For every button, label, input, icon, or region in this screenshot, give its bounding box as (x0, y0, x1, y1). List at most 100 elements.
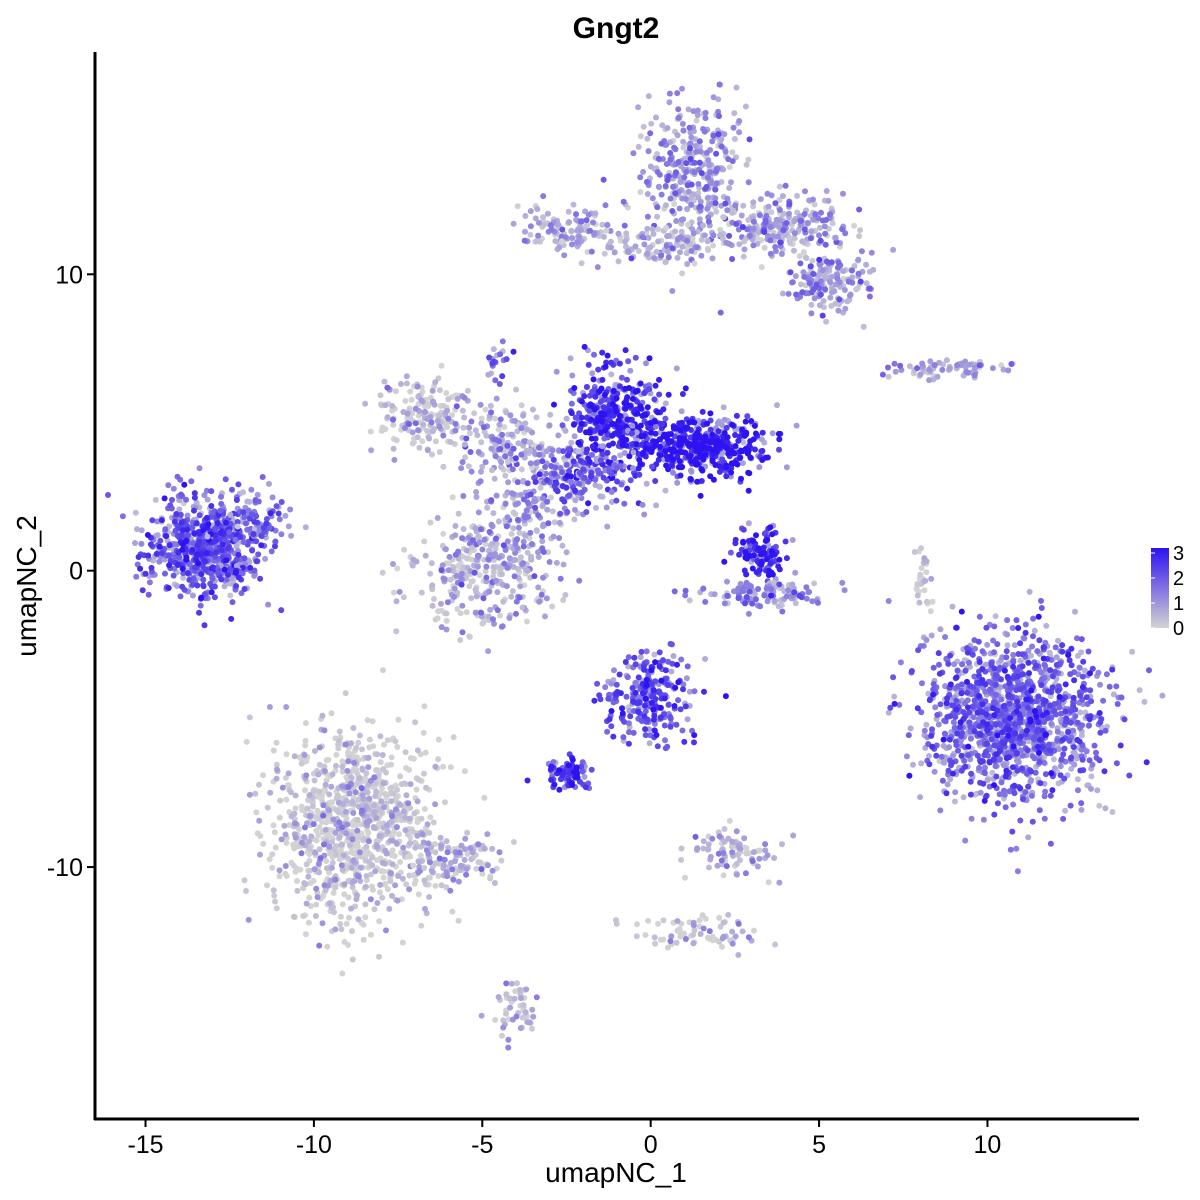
data-point (718, 143, 725, 150)
data-point (586, 392, 593, 399)
data-point (707, 410, 714, 417)
data-point (487, 606, 494, 613)
data-point (655, 183, 662, 190)
data-point (472, 586, 479, 593)
data-point (669, 288, 676, 294)
data-point (761, 592, 768, 599)
data-point (322, 826, 329, 833)
data-point (486, 588, 493, 595)
data-point (792, 600, 799, 607)
data-point (811, 201, 818, 208)
data-point (547, 411, 554, 418)
data-point (741, 238, 748, 245)
data-point (535, 554, 542, 560)
data-point (154, 532, 161, 539)
data-point (189, 524, 196, 531)
data-point (468, 595, 475, 602)
data-point (316, 824, 323, 831)
data-point (211, 594, 218, 601)
data-point (643, 360, 649, 367)
data-point (402, 397, 409, 404)
data-point (514, 516, 521, 523)
data-point (765, 232, 771, 239)
data-point (197, 602, 204, 609)
data-point (512, 418, 518, 424)
data-point (483, 432, 490, 439)
data-point (655, 155, 662, 162)
data-point (840, 190, 846, 197)
data-point (782, 232, 789, 238)
data-point (359, 807, 365, 814)
data-point (870, 266, 877, 273)
data-point (377, 881, 384, 888)
data-point (655, 456, 662, 463)
data-point (405, 853, 412, 860)
data-point (410, 872, 417, 879)
data-point (253, 809, 260, 816)
data-point (390, 790, 397, 797)
data-point (791, 589, 798, 596)
data-point (518, 466, 525, 473)
data-point (265, 601, 272, 608)
data-point (302, 524, 309, 531)
data-point (556, 535, 563, 541)
data-point (674, 90, 681, 97)
data-point (707, 169, 714, 176)
data-point (363, 819, 370, 826)
data-point (696, 138, 703, 145)
data-point (571, 385, 578, 391)
data-point (655, 226, 662, 233)
data-point (395, 716, 402, 723)
data-point (270, 822, 277, 829)
data-point (373, 788, 380, 795)
data-point (357, 864, 364, 871)
data-point (552, 238, 559, 245)
data-point (634, 398, 641, 405)
data-point (538, 591, 545, 598)
data-point (654, 213, 661, 220)
data-point (411, 880, 418, 887)
data-point (497, 612, 503, 619)
data-point (556, 519, 563, 526)
data-point (364, 717, 371, 724)
data-point (592, 210, 599, 217)
data-point (374, 751, 381, 758)
data-point (158, 550, 165, 556)
data-point (794, 192, 800, 199)
data-point (480, 595, 487, 602)
data-point (463, 609, 470, 616)
data-point (590, 376, 597, 383)
data-point (317, 855, 324, 862)
data-point (820, 298, 827, 304)
data-point (433, 860, 440, 867)
data-point (447, 576, 454, 583)
data-point (528, 541, 535, 547)
data-point (170, 485, 177, 492)
data-point (753, 532, 759, 539)
data-point (249, 547, 256, 554)
data-point (302, 931, 309, 938)
data-point (682, 587, 689, 594)
data-point (680, 127, 687, 134)
data-point (473, 865, 480, 872)
data-point (529, 429, 536, 436)
data-point (379, 894, 386, 901)
data-point (607, 238, 614, 245)
data-point (350, 850, 356, 857)
data-point (664, 125, 671, 131)
data-point (488, 409, 495, 416)
data-point (745, 487, 752, 494)
data-point (750, 218, 757, 225)
data-point (811, 286, 817, 292)
data-point (498, 464, 504, 470)
data-point (436, 412, 443, 419)
data-point (365, 754, 372, 761)
data-point (489, 867, 496, 874)
data-point (255, 551, 262, 558)
data-point (316, 744, 323, 751)
data-point (713, 180, 720, 187)
data-point (161, 495, 168, 502)
data-point (693, 448, 700, 454)
data-point (780, 227, 787, 234)
data-point (203, 550, 210, 556)
